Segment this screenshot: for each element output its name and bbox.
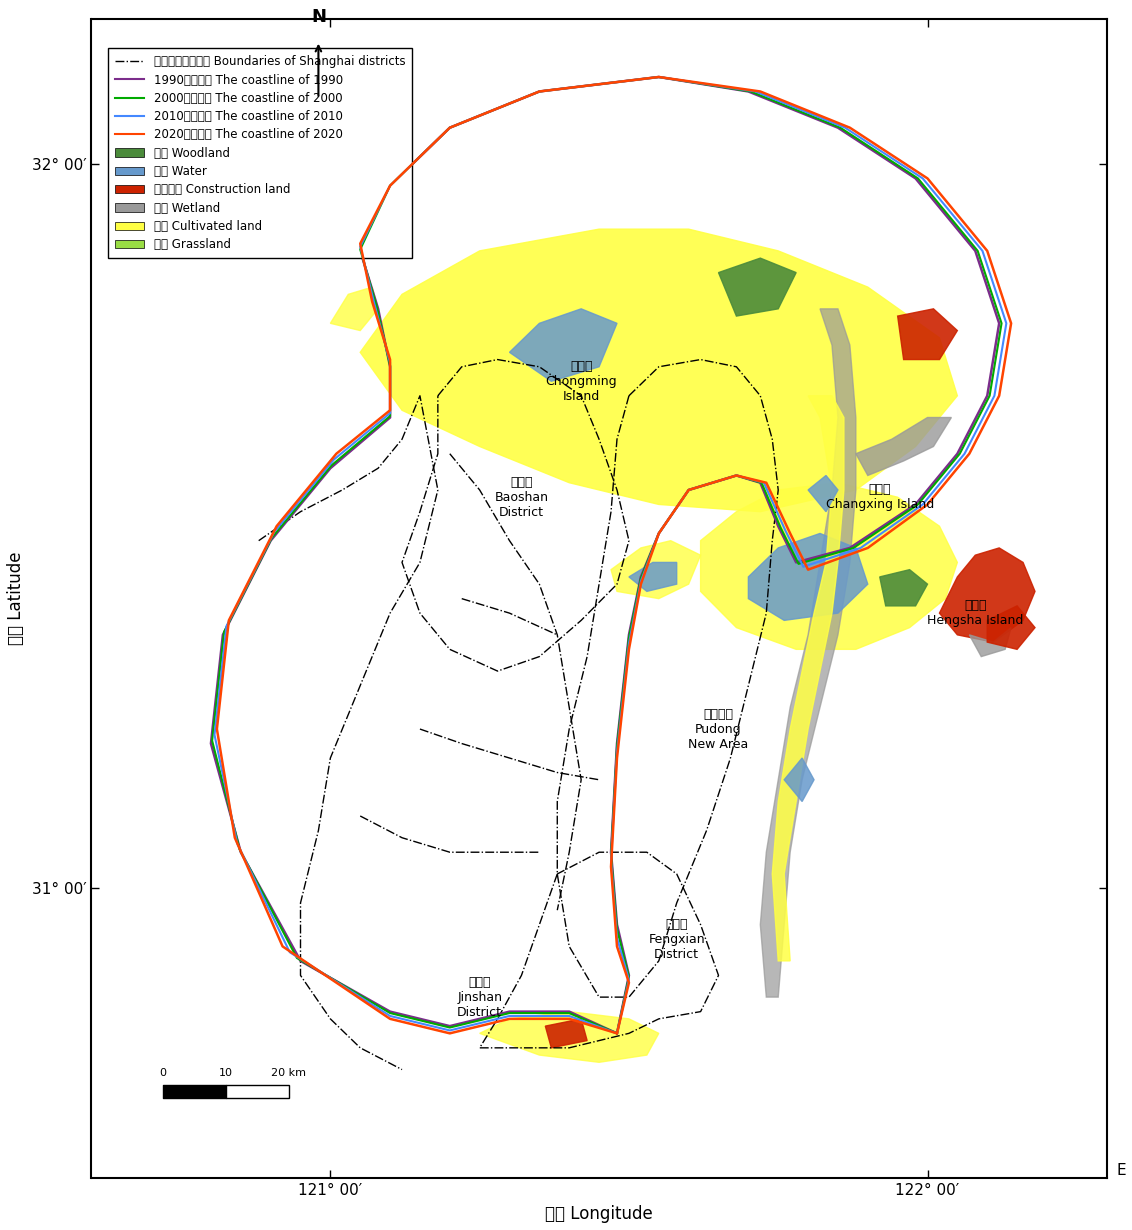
Text: 长兴岛
Changxing Island: 长兴岛 Changxing Island [825,483,934,512]
Polygon shape [360,229,958,512]
Text: 浦东新区
Pudong
New Area: 浦东新区 Pudong New Area [688,707,748,750]
Polygon shape [629,562,677,592]
Polygon shape [546,1018,588,1048]
Polygon shape [856,417,951,476]
Text: 宝山区
Baoshan
District: 宝山区 Baoshan District [495,476,548,519]
Polygon shape [748,534,868,620]
Polygon shape [772,396,844,961]
Polygon shape [969,627,1011,657]
Polygon shape [611,541,701,599]
Text: 0: 0 [160,1069,166,1079]
Polygon shape [719,258,796,316]
Polygon shape [480,1011,659,1063]
Y-axis label: 纶度 Latitude: 纶度 Latitude [7,552,25,646]
Polygon shape [331,287,378,331]
Text: 金山区
Jinshan
District: 金山区 Jinshan District [457,975,503,1018]
Polygon shape [808,476,838,512]
Text: 奉贤区
Fengxian
District: 奉贤区 Fengxian District [649,918,705,961]
Polygon shape [701,482,958,649]
Polygon shape [898,309,958,359]
Text: 20 km: 20 km [271,1069,306,1079]
Text: 崇明岛
Chongming
Island: 崇明岛 Chongming Island [546,360,617,402]
X-axis label: 经度 Longitude: 经度 Longitude [546,1205,653,1223]
Text: E: E [1117,1164,1126,1178]
Text: 10: 10 [218,1069,233,1079]
Bar [226,1085,289,1098]
Polygon shape [761,309,856,998]
Text: N: N [311,9,326,26]
Polygon shape [987,606,1035,649]
Text: 横沙岛
Hengsha Island: 横沙岛 Hengsha Island [927,599,1023,627]
Polygon shape [509,309,617,381]
Polygon shape [784,758,814,802]
Polygon shape [880,569,927,606]
Polygon shape [940,547,1035,642]
Legend: 上海各区行政边界 Boundaries of Shanghai districts, 1990年海岸线 The coastline of 1990, 2000年: 上海各区行政边界 Boundaries of Shanghai district… [108,48,412,258]
